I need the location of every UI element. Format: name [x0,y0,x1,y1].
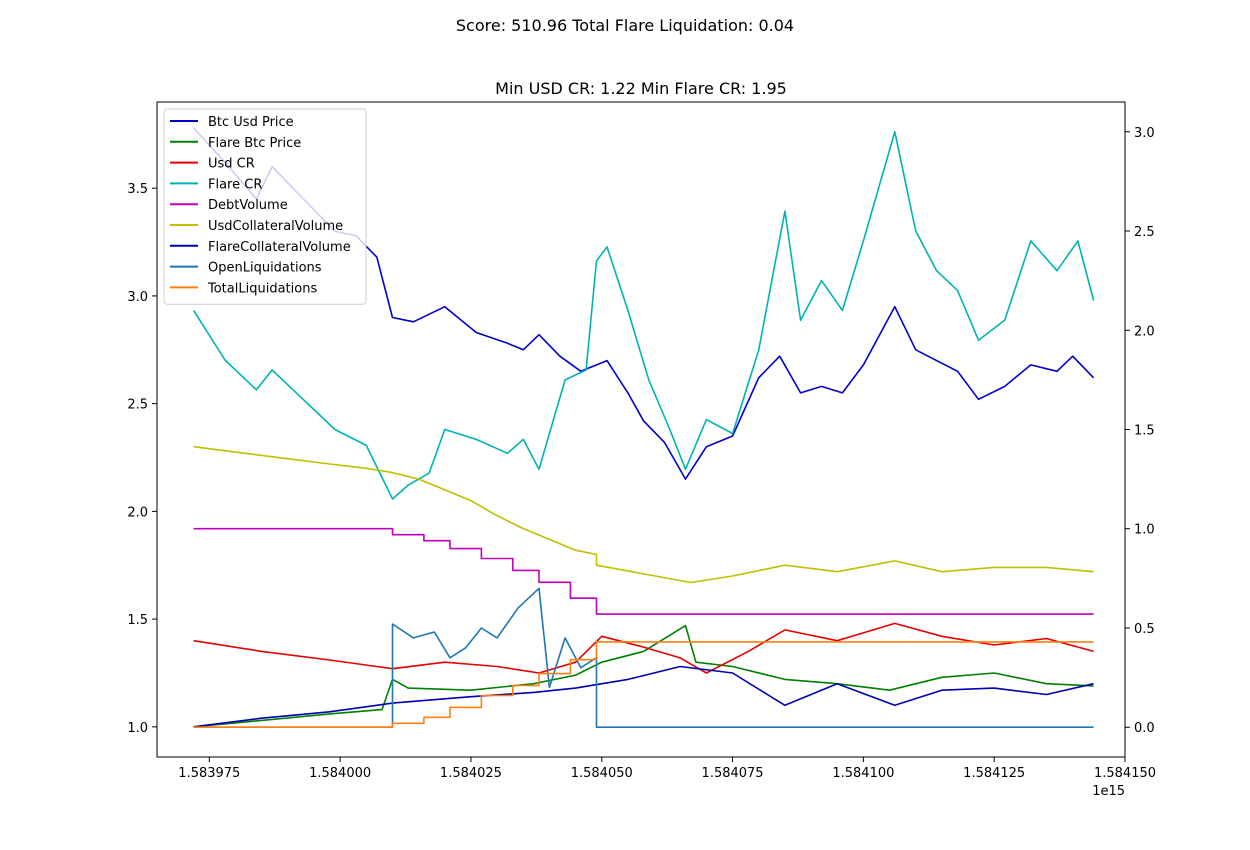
legend-label: UsdCollateralVolume [208,219,343,234]
legend: Btc Usd Price Flare Btc Price Usd CR Flare … [163,108,367,305]
series-line-5 [193,445,1094,584]
legend-label: DebtVolume [208,198,288,213]
y-right-tick-label: 1.5 [1134,424,1155,439]
y-right-tick-label: 2.5 [1134,225,1155,240]
y-left-tick-label: 3.0 [127,290,148,305]
series-line-2 [193,622,1094,674]
series-line-7 [193,587,1094,728]
y-left-tick-label: 2.0 [127,505,148,520]
legend-label: Btc Usd Price [208,115,294,130]
y-left-tick-label: 1.5 [127,613,148,628]
legend-label: TotalLiquidations [207,281,317,296]
y-axis-right: 0.0 0.5 1.0 1.5 2.0 2.5 3.0 [1125,126,1155,736]
legend-label: Flare Btc Price [208,136,301,151]
y-right-tick-label: 3.0 [1134,126,1155,141]
x-tick-label: 1.584075 [702,766,764,781]
x-axis: 1.583975 1.584000 1.584025 1.584050 1.584075… [178,757,1156,781]
x-tick-label: 1.584125 [963,766,1025,781]
series-line-1 [193,624,1094,728]
legend-label: Flare CR [208,177,262,192]
series-line-6 [193,665,1094,728]
y-left-tick-label: 3.5 [127,182,148,197]
legend-label: OpenLiquidations [208,261,322,276]
x-tick-label: 1.584000 [309,766,371,781]
series-line-3 [192,131,1095,500]
plot-area [192,127,1095,728]
x-tick-label: 1.584050 [571,766,633,781]
x-tick-label: 1.584150 [1094,766,1156,781]
series-line-4 [193,527,1094,615]
y-axis-left: 1.0 1.5 2.0 2.5 3.0 3.5 [127,182,157,736]
y-left-tick-label: 1.0 [127,721,148,736]
y-right-tick-label: 2.0 [1134,324,1155,339]
series-line-8 [193,641,1094,728]
y-left-tick-label: 2.5 [127,398,148,413]
legend-label: Usd CR [208,157,255,172]
x-tick-label: 1.583975 [178,766,240,781]
legend-label: FlareCollateralVolume [208,240,351,255]
y-right-tick-label: 0.0 [1134,721,1155,736]
y-right-tick-label: 1.0 [1134,523,1155,538]
chart-title: Min USD CR: 1.22 Min Flare CR: 1.95 [495,79,787,98]
x-offset-label: 1e15 [1092,784,1125,799]
legend-box [163,108,367,305]
chart-suptitle: Score: 510.96 Total Flare Liquidation: 0… [456,16,794,35]
x-tick-label: 1.584025 [440,766,502,781]
y-right-tick-label: 0.5 [1134,622,1155,637]
x-tick-label: 1.584100 [832,766,894,781]
